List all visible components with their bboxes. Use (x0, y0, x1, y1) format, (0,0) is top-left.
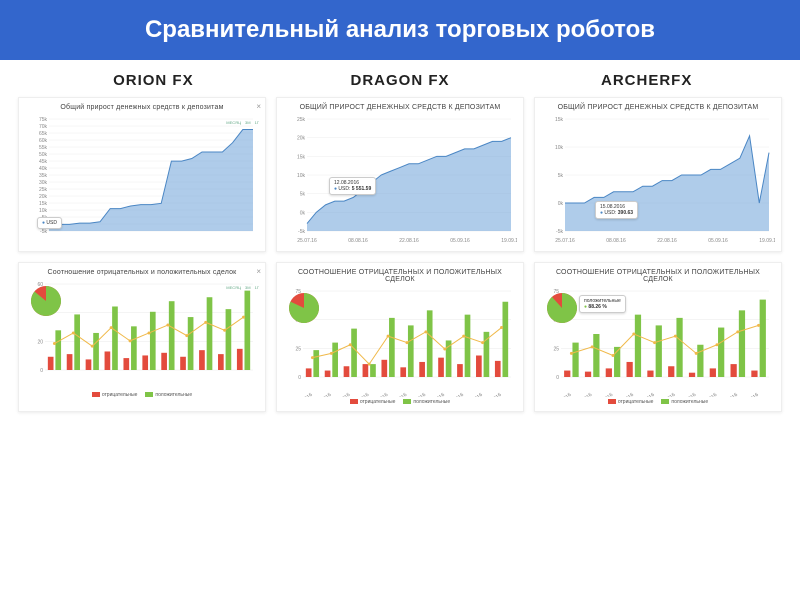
svg-text:25.07.16: 25.07.16 (555, 238, 575, 244)
svg-text:03.09.2016: 03.09.2016 (674, 392, 697, 397)
svg-text:10k: 10k (555, 145, 564, 151)
svg-text:65k: 65k (39, 131, 48, 137)
page-title: Сравнительный анализ торговых роботов (145, 16, 655, 43)
legend: отрицательные положительные (541, 399, 775, 405)
card-title: ОБЩИЙ ПРИРОСТ ДЕНЕЖНЫХ СРЕДСТВ К ДЕПОЗИТ… (283, 104, 517, 111)
svg-text:08.08.16: 08.08.16 (606, 238, 626, 244)
svg-text:0: 0 (40, 368, 43, 374)
svg-text:50k: 50k (39, 152, 48, 158)
svg-text:17.09.2016: 17.09.2016 (716, 392, 739, 397)
svg-text:40k: 40k (39, 166, 48, 172)
svg-text:08.08.16: 08.08.16 (348, 238, 368, 244)
svg-text:30k: 30k (39, 180, 48, 186)
svg-text:22.08.16: 22.08.16 (399, 238, 419, 244)
svg-text:35k: 35k (39, 173, 48, 179)
svg-text:20.08.2016: 20.08.2016 (633, 392, 656, 397)
svg-text:30.07.2016: 30.07.2016 (570, 392, 593, 397)
svg-text:0k: 0k (300, 210, 306, 216)
svg-text:60k: 60k (39, 138, 48, 144)
svg-text:10k: 10k (39, 208, 48, 214)
svg-text:55k: 55k (39, 145, 48, 151)
close-icon[interactable]: × (256, 267, 261, 276)
column-headers: ORION FX DRAGON FX ARCHERFX (0, 60, 800, 97)
svg-text:05.09.16: 05.09.16 (708, 238, 728, 244)
svg-text:70k: 70k (39, 124, 48, 130)
card-title: Соотношение отрицательных и положительны… (25, 269, 259, 276)
svg-text:0: 0 (556, 375, 559, 381)
svg-text:-5k: -5k (556, 229, 563, 235)
page-header: Сравнительный анализ торговых роботов (0, 0, 800, 60)
svg-text:15k: 15k (555, 117, 564, 123)
svg-text:25: 25 (553, 346, 559, 352)
svg-text:45k: 45k (39, 159, 48, 165)
growth-card-orion: × Общий прирост денежных средств к депоз… (18, 97, 266, 252)
svg-text:20k: 20k (297, 136, 306, 142)
svg-text:-5k: -5k (40, 229, 47, 235)
col-orion: ORION FX (30, 72, 277, 89)
svg-text:10k: 10k (297, 173, 306, 179)
svg-text:25k: 25k (297, 117, 306, 123)
svg-text:23.07.2016: 23.07.2016 (550, 392, 573, 397)
svg-text:27.08.2016: 27.08.2016 (654, 392, 677, 397)
svg-text:19.09.16: 19.09.16 (759, 238, 775, 244)
svg-text:5k: 5k (558, 173, 564, 179)
svg-text:25: 25 (295, 346, 301, 352)
svg-text:19.09.16: 19.09.16 (501, 238, 517, 244)
svg-text:20k: 20k (39, 194, 48, 200)
col-archer: ARCHERFX (523, 72, 770, 89)
svg-text:20: 20 (37, 339, 43, 345)
svg-text:0k: 0k (558, 201, 564, 207)
svg-text:22.08.16: 22.08.16 (657, 238, 677, 244)
card-title: Общий прирост денежных средств к депозит… (25, 104, 259, 111)
growth-card-dragon: ОБЩИЙ ПРИРОСТ ДЕНЕЖНЫХ СРЕДСТВ К ДЕПОЗИТ… (276, 97, 524, 252)
ratio-card-archer: СООТНОШЕНИЕ ОТРИЦАТЕЛЬНЫХ И ПОЛОЖИТЕЛЬНЫ… (534, 262, 782, 412)
svg-text:0: 0 (298, 375, 301, 381)
ratio-card-dragon: СООТНОШЕНИЕ ОТРИЦАТЕЛЬНЫХ И ПОЛОЖИТЕЛЬНЫ… (276, 262, 524, 412)
svg-text:-5k: -5k (298, 229, 305, 235)
card-title: СООТНОШЕНИЕ ОТРИЦАТЕЛЬНЫХ И ПОЛОЖИТЕЛЬНЫ… (283, 269, 517, 283)
svg-text:25k: 25k (39, 187, 48, 193)
legend: отрицательные положительные (283, 399, 517, 405)
svg-text:10.09.2016: 10.09.2016 (695, 392, 718, 397)
ratio-card-orion: × Соотношение отрицательных и положитель… (18, 262, 266, 412)
svg-text:13.08.2016: 13.08.2016 (612, 392, 635, 397)
close-icon[interactable]: × (256, 102, 261, 111)
chart-grid: × Общий прирост денежных средств к депоз… (0, 97, 800, 424)
svg-text:23.07.2016: 23.07.2016 (291, 392, 314, 397)
card-title: ОБЩИЙ ПРИРОСТ ДЕНЕЖНЫХ СРЕДСТВ К ДЕПОЗИТ… (541, 104, 775, 111)
svg-text:5k: 5k (300, 192, 306, 198)
card-title: СООТНОШЕНИЕ ОТРИЦАТЕЛЬНЫХ И ПОЛОЖИТЕЛЬНЫ… (541, 269, 775, 283)
col-dragon: DRAGON FX (277, 72, 524, 89)
svg-text:15k: 15k (39, 201, 48, 207)
svg-text:75k: 75k (39, 117, 48, 123)
svg-text:15k: 15k (297, 154, 306, 160)
svg-text:05.09.16: 05.09.16 (450, 238, 470, 244)
svg-text:06.08.2016: 06.08.2016 (591, 392, 614, 397)
svg-text:25.07.16: 25.07.16 (297, 238, 317, 244)
growth-card-archer: ОБЩИЙ ПРИРОСТ ДЕНЕЖНЫХ СРЕДСТВ К ДЕПОЗИТ… (534, 97, 782, 252)
legend: отрицательные положительные (25, 392, 259, 398)
svg-text:24.09.2016: 24.09.2016 (737, 392, 760, 397)
